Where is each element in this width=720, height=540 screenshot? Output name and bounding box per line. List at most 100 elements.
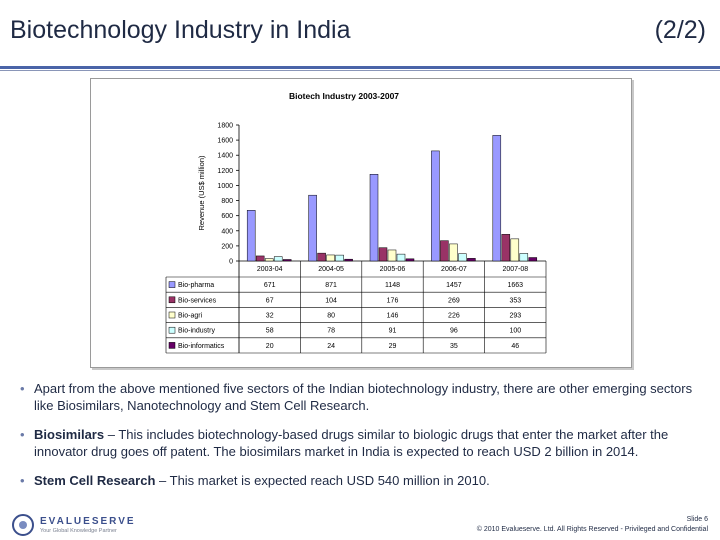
logo-brand: EVALUESERVE xyxy=(40,516,136,527)
bar-bio-services xyxy=(440,240,449,262)
legend-swatch xyxy=(168,311,176,319)
data-table-value: 29 xyxy=(389,343,397,350)
header-divider xyxy=(0,66,720,69)
data-table-value: 871 xyxy=(325,282,337,289)
logo-tagline: Your Global Knowledge Partner xyxy=(40,528,117,534)
data-table-value: 32 xyxy=(266,313,274,320)
bar-bio-informatics xyxy=(405,258,415,262)
footer: Slide 6 © 2010 Evalueserve. Ltd. All Rig… xyxy=(477,515,708,535)
legend-label: Bio-services xyxy=(178,297,217,304)
bar-bio-pharma xyxy=(431,150,440,262)
y-tick-label: 1000 xyxy=(217,183,233,190)
bullet-text: – This includes biotechnology-based drug… xyxy=(34,427,669,459)
bar-bio-informatics xyxy=(528,257,538,262)
slide-number: Slide 6 xyxy=(686,516,708,523)
data-table-value: 176 xyxy=(387,297,399,304)
bar-bio-services xyxy=(317,252,326,262)
bullet-item: • Stem Cell Research – This market is ex… xyxy=(20,472,710,489)
company-logo: EVALUESERVE Your Global Knowledge Partne… xyxy=(12,514,142,538)
bar-bio-pharma xyxy=(246,210,256,262)
y-tick-label: 1600 xyxy=(217,138,233,145)
data-table-value: 78 xyxy=(327,328,335,335)
bar-bio-informatics xyxy=(282,259,292,262)
data-table-value: 104 xyxy=(325,297,337,304)
y-axis-label: Revenue (US$ million) xyxy=(197,155,206,231)
chart-title: Biotech Industry 2003-2007 xyxy=(289,91,399,101)
bullet-text: – This market is expected reach USD 540 … xyxy=(155,473,490,488)
data-table-value: 91 xyxy=(389,328,397,335)
data-table-value: 1457 xyxy=(446,282,462,289)
data-table-value: 96 xyxy=(450,328,458,335)
bullet-item: • Apart from the above mentioned five se… xyxy=(20,380,710,414)
y-tick-label: 1400 xyxy=(217,153,233,160)
bullet-list: • Apart from the above mentioned five se… xyxy=(20,380,710,501)
x-category-label: 2007-08 xyxy=(502,266,528,273)
bar-bio-industry xyxy=(519,253,529,262)
data-table-value: 20 xyxy=(266,343,274,350)
bullet-item: • Biosimilars – This includes biotechnol… xyxy=(20,426,710,460)
legend-label: Bio-pharma xyxy=(178,282,214,289)
x-category-label: 2003-04 xyxy=(257,266,283,273)
data-table-value: 67 xyxy=(266,297,274,304)
y-tick-label: 800 xyxy=(221,198,233,205)
x-category-label: 2004-05 xyxy=(318,266,344,273)
legend-swatch xyxy=(168,296,176,304)
header-divider-thin xyxy=(0,70,720,71)
data-table-value: 46 xyxy=(511,343,519,350)
legend-label: Bio-industry xyxy=(178,328,215,335)
bar-bio-pharma xyxy=(369,174,379,262)
bar-bio-informatics xyxy=(344,258,353,262)
bullet-icon: • xyxy=(20,381,25,396)
bar-bio-informatics xyxy=(467,258,476,262)
y-tick-label: 600 xyxy=(221,213,233,220)
data-table-value: 1148 xyxy=(385,282,400,289)
bar-bio-agri xyxy=(264,258,274,262)
bar-bio-industry xyxy=(458,253,467,262)
bullet-icon: • xyxy=(20,473,25,488)
data-table-value: 353 xyxy=(509,297,521,304)
bullet-lead: Stem Cell Research xyxy=(34,473,156,488)
y-tick-label: 1200 xyxy=(217,168,233,175)
data-table-value: 226 xyxy=(448,313,460,320)
bar-bio-services xyxy=(501,234,511,262)
data-table-value: 671 xyxy=(264,282,276,289)
data-table-value: 269 xyxy=(448,297,460,304)
data-table-value: 35 xyxy=(450,343,458,350)
legend-swatch xyxy=(168,342,176,349)
logo-mark-icon xyxy=(12,514,34,536)
legend-swatch xyxy=(168,326,176,334)
bullet-text: Apart from the above mentioned five sect… xyxy=(34,381,693,413)
bar-bio-industry xyxy=(273,256,283,262)
data-table-value: 80 xyxy=(327,313,335,320)
data-table-value: 293 xyxy=(509,313,521,320)
data-table-value: 58 xyxy=(266,328,274,335)
bar-bio-agri xyxy=(449,243,458,262)
bar-bio-agri xyxy=(510,238,520,262)
data-table-value: 24 xyxy=(327,343,335,350)
data-table-value: 100 xyxy=(509,328,521,335)
bullet-icon: • xyxy=(20,427,25,442)
y-tick-label: 200 xyxy=(221,243,233,250)
revenue-bar-chart: Biotech Industry 2003-2007 Revenue (US$ m… xyxy=(165,91,547,354)
page-indicator: (2/2) xyxy=(654,16,706,44)
bar-bio-agri xyxy=(326,254,335,262)
page-title: Biotechnology Industry in India xyxy=(10,16,351,44)
x-category-label: 2006-07 xyxy=(441,266,467,273)
bar-bio-industry xyxy=(396,253,406,262)
bar-bio-agri xyxy=(387,249,397,262)
legend-swatch xyxy=(168,281,176,288)
y-tick-label: 0 xyxy=(229,259,233,266)
chart-frame: Biotech Industry 2003-2007 Revenue (US$ m… xyxy=(90,78,632,368)
y-tick-label: 400 xyxy=(221,228,233,235)
data-table-value: 1663 xyxy=(508,282,524,289)
bar-bio-services xyxy=(255,255,265,262)
y-tick-label: 1800 xyxy=(217,123,233,130)
bar-bio-pharma xyxy=(308,194,317,262)
bar-bio-services xyxy=(378,247,388,262)
bar-bio-industry xyxy=(335,254,344,262)
copyright-notice: © 2010 Evalueserve. Ltd. All Rights Rese… xyxy=(476,526,708,533)
bullet-lead: Biosimilars xyxy=(34,427,105,442)
legend-label: Bio-agri xyxy=(178,313,203,320)
data-table-value: 146 xyxy=(387,313,399,320)
x-category-label: 2005-06 xyxy=(380,266,406,273)
